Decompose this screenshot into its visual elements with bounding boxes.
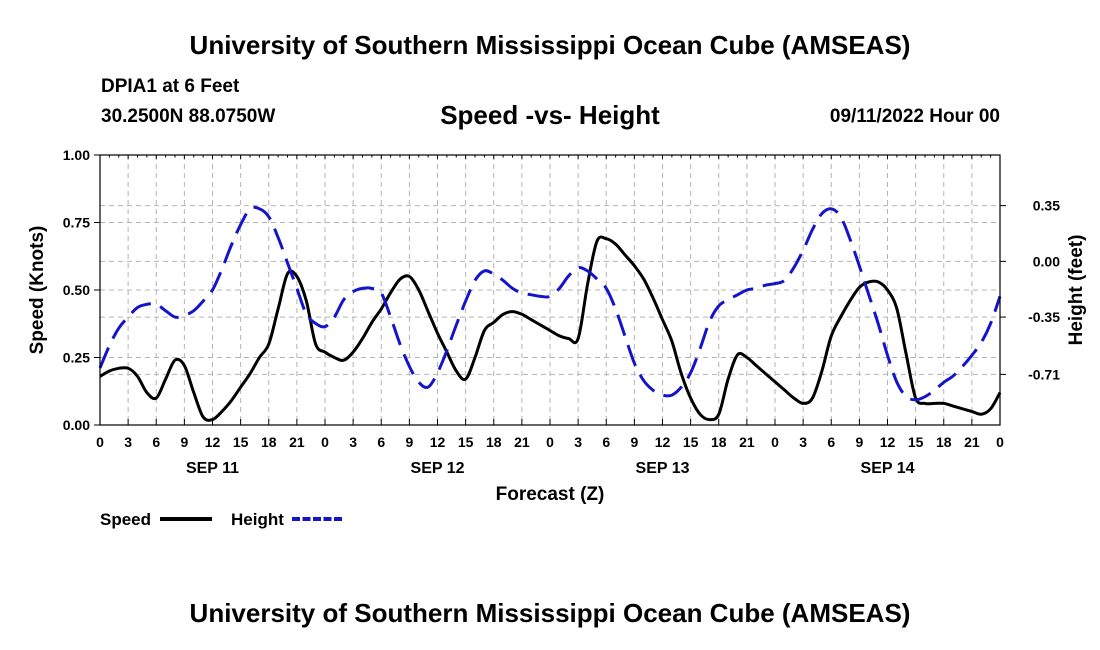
x-tick-label: 0 (996, 434, 1004, 450)
speed-series-line (99, 235, 1002, 422)
x-tick-label: 9 (630, 434, 638, 450)
x-tick-label: 21 (739, 434, 755, 450)
y2-tick-label: 0.00 (1033, 253, 1060, 269)
x-tick-label: 21 (964, 434, 980, 450)
x-tick-label: 15 (683, 434, 699, 450)
y-axis-title: Speed (Knots) (27, 226, 48, 355)
x-tick-label: 3 (124, 434, 132, 450)
x-day-label: SEP 13 (636, 460, 690, 477)
y2-tick-label: 0.35 (1033, 198, 1060, 214)
x-tick-label: 9 (180, 434, 188, 450)
y-tick-label: 0.25 (63, 350, 90, 366)
x-tick-label: 12 (205, 434, 221, 450)
x-tick-label: 9 (855, 434, 863, 450)
y-tick-label: 1.00 (63, 147, 90, 163)
legend-speed-swatch (160, 517, 212, 521)
x-tick-label: 18 (486, 434, 502, 450)
legend-height-swatch (292, 517, 342, 521)
height-series-line (98, 205, 1002, 402)
x-tick-label: 21 (514, 434, 530, 450)
x-tick-label: 18 (261, 434, 277, 450)
y2-tick-label: -0.35 (1028, 309, 1060, 325)
legend-speed-label: Speed (100, 510, 152, 529)
x-tick-label: 3 (799, 434, 807, 450)
x-tick-label: 18 (711, 434, 727, 450)
x-tick-label: 15 (458, 434, 474, 450)
x-tick-label: 12 (880, 434, 896, 450)
x-axis-title: Forecast (Z) (496, 484, 605, 505)
grid-lines (100, 155, 1000, 425)
legend-height-label: Height (231, 510, 284, 529)
x-tick-label: 0 (321, 434, 329, 450)
x-tick-label: 21 (289, 434, 305, 450)
x-tick-label: 3 (574, 434, 582, 450)
x-day-label: SEP 14 (861, 460, 915, 477)
forecast-date: 09/11/2022 Hour 00 (829, 106, 1000, 127)
page-title: University of Southern Mississippi Ocean… (189, 30, 911, 60)
x-tick-label: 0 (546, 434, 554, 450)
x-tick-label: 3 (349, 434, 357, 450)
footer-title: University of Southern Mississippi Ocean… (189, 598, 911, 628)
axes-group: 0 3 6 9 12 15 18 21 0 3 6 9 12 15 18 21 0 3 6 9 12 15 18 21 0 3 6 9… (63, 147, 1060, 477)
x-tick-label: 18 (936, 434, 952, 450)
y-tick-label: 0.75 (63, 215, 90, 231)
y-tick-label: 0.50 (63, 282, 90, 298)
x-tick-label: 6 (152, 434, 160, 450)
y2-tick-label: -0.71 (1028, 366, 1060, 382)
station-coords: 30.2500N 88.0750W (101, 106, 276, 127)
x-tick-label: 0 (771, 434, 779, 450)
x-tick-label: 6 (377, 434, 385, 450)
x-tick-label: 12 (655, 434, 671, 450)
x-tick-label: 0 (96, 434, 104, 450)
x-tick-label: 15 (908, 434, 924, 450)
x-tick-label: 15 (233, 434, 249, 450)
x-tick-label: 6 (602, 434, 610, 450)
series-group (98, 205, 1002, 422)
x-tick-label: 9 (405, 434, 413, 450)
x-tick-label: 12 (430, 434, 446, 450)
chart-title: Speed -vs- Height (440, 100, 660, 130)
speed-height-chart: 0 3 6 9 12 15 18 21 0 3 6 9 12 15 18 21 0 3 6 9 12 15 18 21 0 3 6 9… (27, 147, 1087, 505)
y-tick-label: 0.00 (63, 417, 90, 433)
x-day-label: SEP 11 (186, 460, 239, 477)
x-tick-label: 6 (827, 434, 835, 450)
station-label: DPIA1 at 6 Feet (101, 76, 240, 97)
y2-axis-title: Height (feet) (1066, 235, 1087, 346)
x-day-label: SEP 12 (411, 460, 465, 477)
